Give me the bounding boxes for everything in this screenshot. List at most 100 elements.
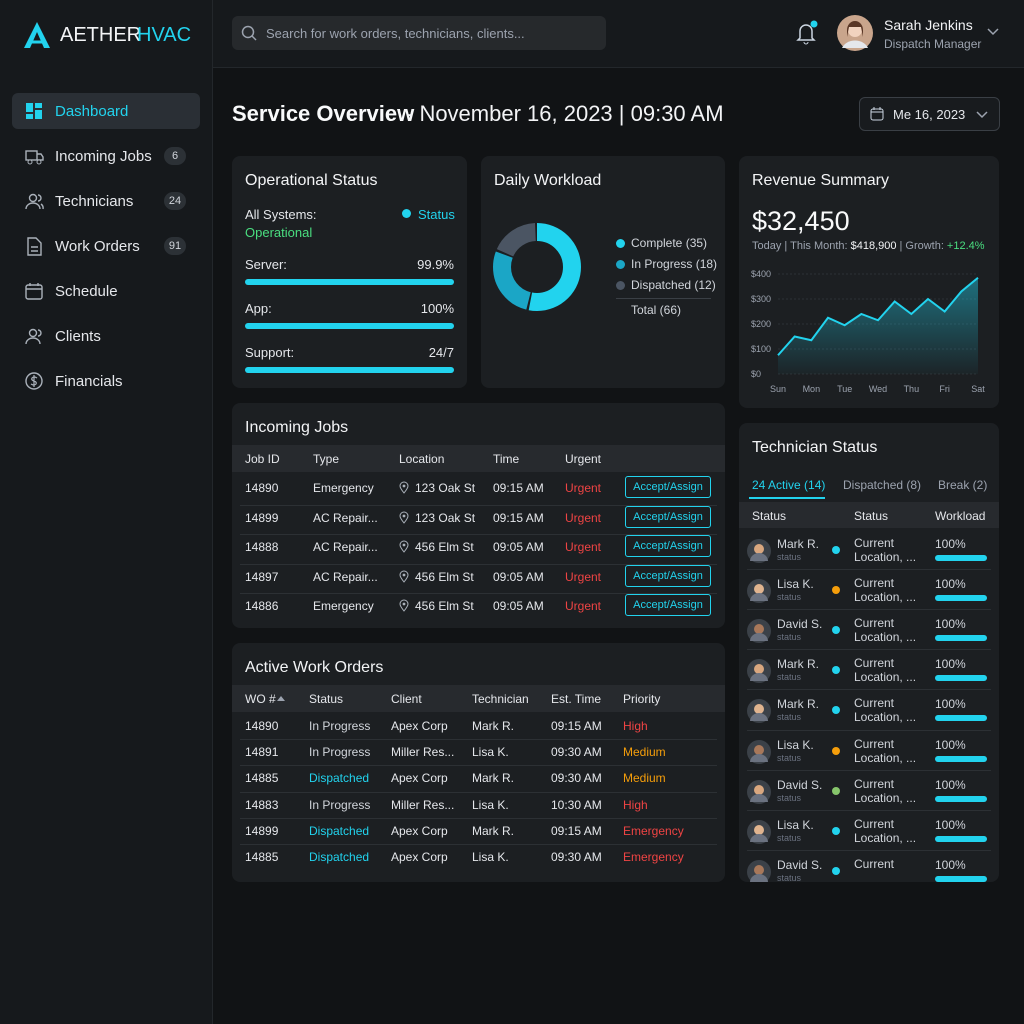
location-pin — [399, 599, 409, 613]
workload-bar — [935, 675, 987, 682]
row-divider — [240, 563, 717, 565]
date-chevron — [976, 111, 988, 119]
search-box[interactable]: Search for work orders, technicians, cli… — [232, 16, 606, 50]
revenue-growth: +12.4% — [946, 240, 985, 252]
cell: Miller Res... — [391, 797, 455, 812]
status-dot — [832, 786, 840, 795]
accept-assign-button[interactable]: Accept/Assign — [625, 535, 711, 558]
nav-item[interactable]: Financials — [12, 363, 200, 399]
column-header: Technician — [472, 692, 529, 706]
cell: Mark R. — [472, 719, 514, 733]
cell: 14897 — [245, 569, 279, 584]
nav-item[interactable]: Dashboard — [12, 93, 200, 129]
location-pin — [399, 570, 409, 583]
cell: 10:30 AM — [551, 797, 602, 812]
nav-item[interactable]: Technicians 24 — [12, 183, 200, 219]
nav-item[interactable]: Work Orders 91 — [12, 228, 200, 264]
nav-item[interactable]: Incoming Jobs 6 — [12, 138, 200, 174]
user-avatar[interactable] — [837, 15, 873, 51]
nav-icon — [25, 328, 42, 345]
accept-assign-button[interactable]: Accept/Assign — [625, 476, 711, 498]
status-dot — [832, 826, 840, 835]
column-header: Status — [854, 509, 889, 523]
cell: Dispatched — [309, 823, 370, 838]
revenue-card: Revenue Summary $32,450 Today | This Month… — [739, 156, 999, 408]
cell: Dispatched — [309, 850, 370, 864]
technician-location: Current Location, ... — [854, 616, 917, 645]
location-pin — [399, 511, 409, 524]
technician-sub: status — [777, 712, 802, 723]
status-dot — [832, 866, 840, 875]
nav-badge: 24 — [164, 192, 186, 210]
accept-assign-button[interactable]: Accept/Assign — [625, 594, 711, 617]
accept-assign-button[interactable]: Accept/Assign — [625, 564, 711, 587]
workload-bar — [935, 595, 987, 602]
status-tab[interactable]: 24 Active (14) — [752, 478, 826, 492]
x-tick-label: Sat — [971, 384, 985, 394]
card-title: Operational Status — [245, 172, 378, 189]
cell: Medium — [623, 771, 666, 786]
x-tick-label: Sun — [770, 384, 786, 394]
technician-sub: status — [777, 672, 802, 683]
notification-bell[interactable] — [795, 20, 819, 46]
accept-assign-button[interactable]: Accept/Assign — [625, 505, 711, 528]
workload-value: 100% — [935, 617, 966, 632]
card-title: Active Work Orders — [245, 659, 384, 676]
x-tick-label: Mon — [803, 384, 821, 394]
row-divider — [747, 769, 991, 771]
technician-location: Current Location, ... — [854, 576, 917, 605]
metric-bar — [245, 323, 454, 329]
workload-value: 100% — [935, 817, 966, 832]
location-pin — [399, 481, 409, 494]
metric-bar-full — [245, 367, 454, 373]
page-datetime: - November 16, 2023 | 09:30 AM — [406, 101, 724, 126]
workload-bar — [935, 875, 987, 882]
x-tick-label: Thu — [904, 384, 920, 394]
cell: 456 Elm St — [415, 599, 474, 614]
workload-bar — [935, 795, 987, 802]
technician-avatar — [747, 659, 771, 684]
technician-name: Mark R. — [777, 697, 819, 712]
cell: In Progress — [309, 797, 371, 812]
legend-label: In Progress (18) — [631, 257, 718, 271]
user-menu-chevron[interactable] — [987, 28, 999, 36]
table-header — [739, 502, 999, 528]
column-header: WO # — [245, 692, 276, 706]
cell: 14883 — [245, 797, 279, 812]
cell: Lisa K. — [472, 850, 509, 864]
status-tab[interactable]: Dispatched (8) — [843, 478, 922, 492]
donut-segment — [493, 223, 581, 311]
date-picker[interactable]: Me 16, 2023 — [859, 97, 1000, 131]
status-tab[interactable]: Break (2) — [938, 478, 988, 492]
legend-label: Complete (35) — [631, 236, 708, 250]
technician-name: Mark R. — [777, 657, 819, 672]
workload-value: 100% — [935, 657, 966, 672]
nav-badge: 91 — [164, 237, 186, 255]
active-tab-underline — [749, 497, 825, 499]
nav-label: Dashboard — [55, 103, 129, 120]
row-divider — [747, 609, 991, 611]
cell: Miller Res... — [391, 745, 455, 760]
metric-label: Server: — [245, 257, 287, 272]
legend-label: Dispatched (12) — [631, 278, 716, 292]
legend-dot — [616, 260, 625, 269]
cell: Urgent — [565, 510, 602, 525]
row-divider — [240, 791, 717, 793]
technician-location: Current Location, ... — [854, 536, 917, 564]
technician-name: David S. — [777, 777, 823, 792]
workload-value: 100% — [935, 697, 966, 712]
technician-name: David S. — [777, 617, 823, 632]
status-dot — [402, 209, 411, 218]
workload-value: 100% — [935, 577, 966, 592]
revenue-subline: Today | This Month: $418,900 | Growth: +12.… — [752, 240, 988, 252]
metric-bar — [245, 279, 454, 285]
cell: High — [623, 719, 648, 733]
user-role: Dispatch Manager — [884, 37, 982, 51]
status-dot — [832, 626, 840, 635]
nav-item[interactable]: Schedule — [12, 273, 200, 309]
nav-item[interactable]: Clients — [12, 318, 200, 354]
cell: 14888 — [245, 540, 279, 555]
sidebar: AETHER HVAC Dashboard Incoming Jobs 6 Techn… — [0, 0, 213, 1024]
cell: 14885 — [245, 771, 279, 786]
